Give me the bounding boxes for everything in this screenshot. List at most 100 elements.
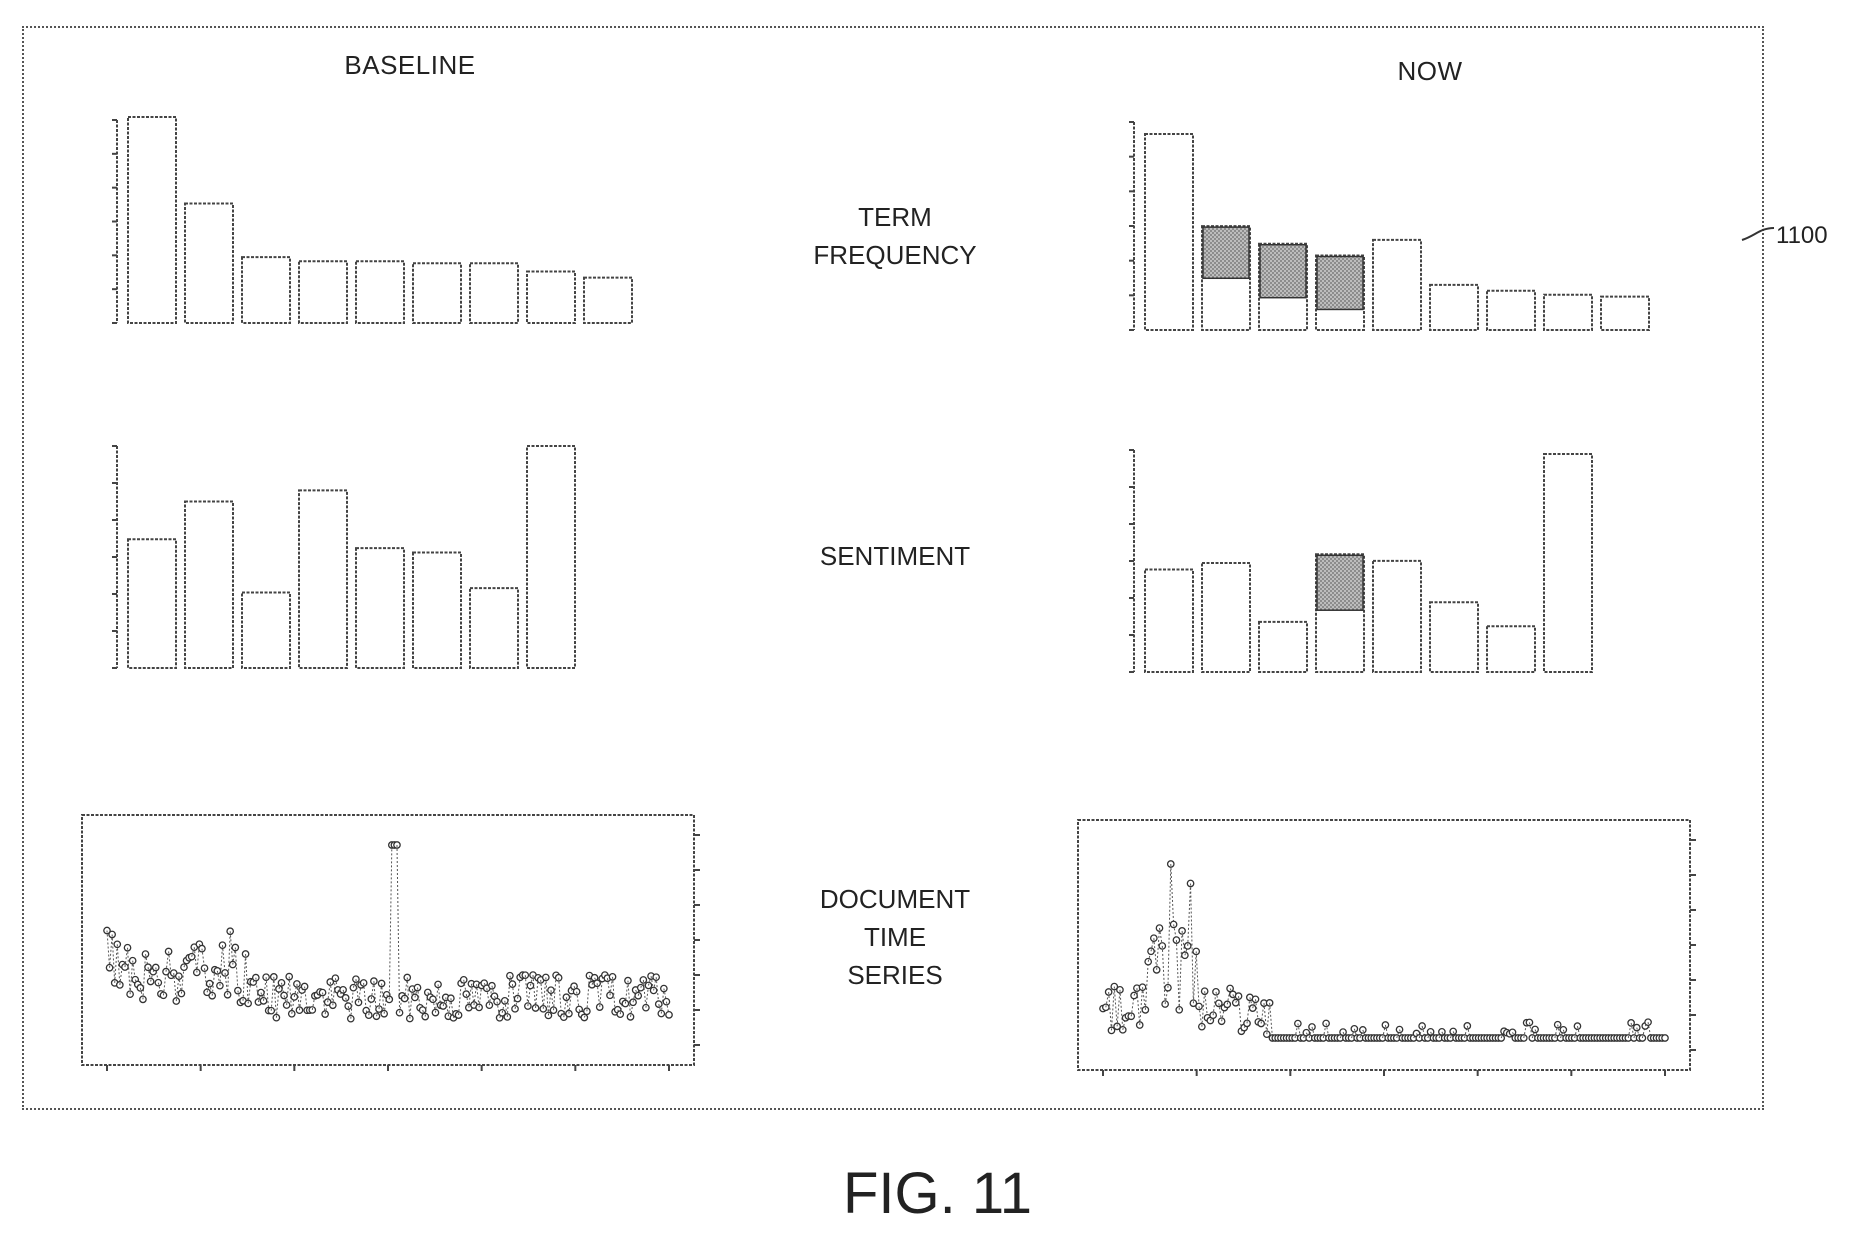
now-document-time-series-series-line — [1263, 1003, 1268, 1035]
now-term-frequency-bar — [1486, 289, 1536, 331]
now-document-time-series-series-line — [1170, 863, 1175, 925]
now-document-time-series-series-line — [1156, 928, 1160, 970]
baseline-document-time-series-series-line — [524, 975, 529, 1007]
baseline-document-time-series-series-line — [591, 977, 596, 985]
baseline-document-time-series-series-line — [232, 947, 236, 965]
baseline-document-time-series-series-line — [127, 947, 131, 995]
now-document-time-series-series-line — [1396, 1029, 1401, 1039]
baseline-document-time-series-series-line — [352, 979, 357, 988]
baseline-document-time-series-point — [500, 996, 509, 1005]
baseline-document-time-series-series-line — [378, 983, 383, 1010]
baseline-document-time-series-series-line — [173, 972, 177, 1002]
baseline-document-time-series-point — [665, 1011, 673, 1019]
baseline-document-time-series-point — [506, 971, 514, 980]
baseline-document-time-series-series-line — [453, 1013, 457, 1019]
baseline-document-time-series-series-line — [399, 995, 403, 1013]
baseline-document-time-series-point — [385, 995, 394, 1004]
now-document-time-series-series-line — [1269, 1002, 1273, 1039]
baseline-document-time-series-point — [262, 973, 270, 982]
baseline-document-time-series-series-line — [204, 968, 208, 993]
now-document-time-series-series-line — [1187, 883, 1192, 946]
now-document-time-series-series-line — [1560, 1029, 1564, 1039]
baseline-document-time-series-series-line — [291, 996, 295, 1014]
baseline-document-time-series-point — [372, 1012, 381, 1021]
baseline-sentiment-bar — [184, 500, 234, 669]
baseline-document-time-series-series-line — [434, 984, 439, 1013]
now-document-time-series-series-line — [1644, 1021, 1649, 1027]
baseline-term-frequency-bar — [469, 262, 519, 325]
baseline-document-time-series-series-line — [227, 931, 231, 995]
now-document-time-series-series-line — [1218, 1003, 1223, 1022]
baseline-term-frequency-bar — [127, 116, 177, 324]
baseline-document-time-series-series-line — [586, 975, 590, 1012]
document-time-series-label: DOCUMENT TIME SERIES — [780, 880, 1010, 994]
baseline-document-time-series-series-line — [509, 975, 513, 985]
document-time-series-label-line1: DOCUMENT — [819, 884, 971, 914]
now-document-time-series-series-line — [1139, 987, 1144, 1026]
baseline-document-time-series-series-line — [445, 997, 449, 1017]
now-document-time-series-series-line — [1190, 883, 1194, 1004]
now-term-frequency-bar — [1600, 295, 1650, 331]
baseline-document-time-series-point — [429, 995, 437, 1004]
baseline-document-time-series-series-line — [396, 844, 401, 1013]
now-sentiment-bar — [1543, 453, 1593, 673]
baseline-document-time-series-series-line — [270, 976, 275, 1011]
baseline-header: BASELINE — [344, 50, 476, 80]
now-sentiment-bar — [1486, 625, 1536, 673]
baseline-document-time-series-plot-frame — [81, 814, 695, 1066]
baseline-document-time-series-series-line — [206, 983, 211, 993]
baseline-document-time-series-series-line — [375, 1008, 380, 1017]
now-document-time-series-point — [1118, 1025, 1127, 1034]
baseline-document-time-series-series-line — [296, 983, 300, 1011]
baseline-term-frequency-bar — [583, 276, 633, 324]
baseline-document-time-series-point — [503, 1013, 512, 1021]
baseline-document-time-series-series-line — [109, 934, 113, 968]
now-document-time-series-series-line — [1500, 1031, 1505, 1039]
now-document-time-series-series-line — [1362, 1029, 1367, 1039]
baseline-document-time-series-series-line — [211, 969, 216, 996]
baseline-document-time-series-series-line — [275, 988, 280, 1018]
baseline-document-time-series-series-line — [547, 990, 552, 1016]
now-document-time-series-series-line — [1246, 997, 1251, 1024]
baseline-document-time-series-series-line — [637, 987, 642, 996]
reference-numeral: 1100 — [1776, 222, 1828, 249]
now-document-time-series-series-line — [1110, 986, 1115, 1031]
now-document-time-series-series-line — [1167, 863, 1172, 988]
baseline-document-time-series-series-line — [599, 978, 603, 1008]
baseline-document-time-series-series-line — [345, 997, 349, 1007]
now-sentiment-bar — [1372, 559, 1422, 674]
baseline-document-time-series-series-line — [458, 983, 462, 1016]
baseline-document-time-series-series-line — [542, 977, 547, 1009]
now-document-time-series-series-line — [1113, 986, 1118, 1027]
baseline-sentiment-bar — [127, 538, 177, 669]
now-document-time-series-series-line — [1201, 991, 1206, 1027]
now-document-time-series-series-line — [1178, 930, 1183, 1010]
baseline-document-time-series-series-line — [363, 982, 367, 1011]
baseline-document-time-series-series-line — [221, 945, 226, 973]
baseline-document-time-series-point — [405, 1014, 414, 1023]
baseline-document-time-series-series-line — [588, 975, 593, 985]
baseline-document-time-series-series-line — [532, 975, 537, 1009]
baseline-document-time-series-series-line — [535, 977, 539, 1009]
baseline-document-time-series-point — [370, 977, 378, 985]
term-frequency-label-line1: TERM — [858, 202, 932, 232]
now-document-time-series-series-line — [1136, 988, 1141, 1026]
baseline-document-time-series-series-line — [540, 979, 544, 1009]
now-sentiment-bar-highlight — [1316, 554, 1364, 611]
now-document-time-series-series-line — [1161, 945, 1166, 1005]
baseline-document-time-series-series-line — [506, 975, 511, 1017]
now-term-frequency-bar-highlight — [1316, 255, 1364, 311]
baseline-document-time-series-series-line — [273, 976, 277, 1018]
baseline-document-time-series-series-line — [558, 977, 562, 1014]
baseline-document-time-series-point — [287, 1009, 296, 1018]
baseline-document-time-series-series-line — [627, 980, 632, 1017]
baseline-document-time-series-series-line — [511, 984, 516, 1009]
now-document-time-series-series-line — [1181, 930, 1186, 956]
baseline-document-time-series-series-line — [383, 994, 388, 1014]
baseline-document-time-series-point — [349, 983, 358, 992]
baseline-document-time-series-point — [393, 841, 401, 849]
now-sentiment-bar — [1258, 620, 1308, 673]
now-document-time-series-series-line — [1133, 988, 1138, 996]
baseline-document-time-series-point — [395, 1008, 404, 1017]
baseline-document-time-series-series-line — [342, 989, 347, 999]
